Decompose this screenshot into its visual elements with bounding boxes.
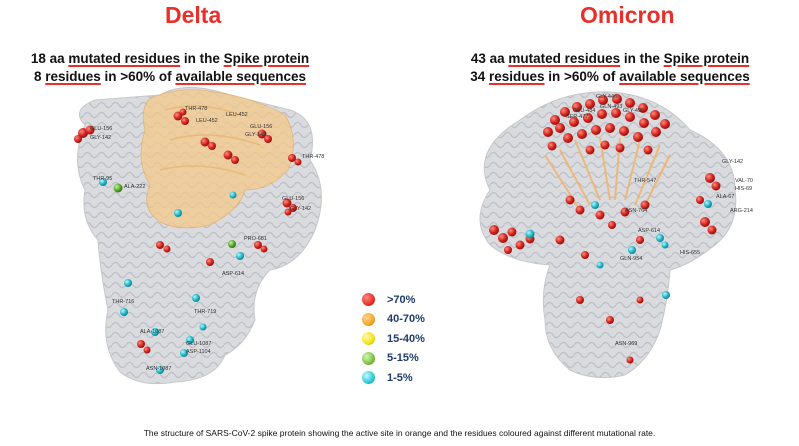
omicron-label: GLU-484 <box>573 108 595 114</box>
omicron-subtitle: 43 aa mutated residues in the Spike prot… <box>440 50 780 86</box>
delta-label: THR-716 <box>112 299 134 305</box>
omicron-residue-labels: GLY-446 GLN-493 GLU-484 GLY-496 SER-477 … <box>566 94 753 347</box>
legend-item: 40-70% <box>362 310 425 330</box>
delta-subtitle: 18 aa mutated residues in the Spike prot… <box>15 50 325 86</box>
delta-label: ALA-222 <box>124 184 145 190</box>
omicron-label: GLY-446 <box>596 94 617 100</box>
delta-residues <box>74 108 302 374</box>
delta-label: THR-719 <box>194 309 216 315</box>
omicron-label: HIS-655 <box>680 250 700 256</box>
delta-label: ASN-1087 <box>146 366 171 372</box>
omicron-residues <box>489 94 721 364</box>
omicron-title: Omicron <box>580 2 675 28</box>
delta-label: GLU-156 <box>90 126 112 132</box>
delta-label: ALA-1087 <box>140 329 164 335</box>
legend-item: 1-5% <box>362 368 425 388</box>
omicron-label: SER-477 <box>566 114 588 120</box>
omicron-spike-structure <box>479 91 737 379</box>
legend-swatch <box>362 293 375 307</box>
omicron-label: GLN-493 <box>600 104 622 110</box>
omicron-label: ARG-214 <box>730 208 753 214</box>
omicron-label: ASN-969 <box>615 341 637 347</box>
legend-item: >70% <box>362 290 425 310</box>
mutation-rate-legend: >70% 40-70% 15-40% 5-15% 1-5% <box>362 290 425 388</box>
omicron-label: HIS-69 <box>735 186 752 192</box>
legend-label: 15-40% <box>387 332 425 345</box>
delta-label: GLY-142 <box>245 132 266 138</box>
omicron-label: GLY-496 <box>623 108 644 114</box>
legend-swatch <box>362 332 375 346</box>
delta-label: GLU-1087 <box>186 341 211 347</box>
omicron-subtitle-line2: 34 residues in >60% of available sequenc… <box>470 69 750 84</box>
omicron-label: ALA-67 <box>716 194 734 200</box>
legend-swatch <box>362 371 375 385</box>
legend-label: 1-5% <box>387 371 413 384</box>
delta-label: THR-478 <box>185 106 207 112</box>
legend-item: 5-15% <box>362 349 425 369</box>
delta-spike-structure <box>77 87 322 385</box>
delta-label: ASP-1104 <box>186 349 211 355</box>
delta-residue-labels: THR-478 LEU-452 GLU-156 LEU-452 GLY-142 … <box>90 106 324 372</box>
omicron-subtitle-line1: 43 aa mutated residues in the Spike prot… <box>470 51 750 66</box>
legend-label: 5-15% <box>387 352 419 365</box>
legend-swatch <box>362 312 375 326</box>
delta-label: THR-478 <box>302 154 324 160</box>
omicron-label: GLN-954 <box>620 256 642 262</box>
legend-swatch <box>362 351 375 365</box>
delta-label: LEU-452 <box>196 118 218 124</box>
delta-title: Delta <box>165 2 222 28</box>
delta-label: PRO-681 <box>244 236 267 242</box>
legend-label: 40-70% <box>387 313 425 326</box>
legend-item: 15-40% <box>362 329 425 349</box>
omicron-label: THR-547 <box>634 178 656 184</box>
figure-caption: The structure of SARS-CoV-2 spike protei… <box>143 428 656 438</box>
delta-label: LEU-452 <box>226 112 248 118</box>
delta-label: GLY-142 <box>290 206 311 212</box>
delta-label: ASP-614 <box>222 271 244 277</box>
delta-subtitle-line2: 8 residues in >60% of available sequence… <box>33 69 307 84</box>
omicron-label: ASN-764 <box>625 208 647 214</box>
legend-label: >70% <box>387 293 416 306</box>
omicron-label: ASP-614 <box>638 228 660 234</box>
delta-subtitle-line1: 18 aa mutated residues in the Spike prot… <box>30 51 310 66</box>
omicron-label: GLY-142 <box>722 159 743 165</box>
delta-label: THR-95 <box>93 176 112 182</box>
delta-label: GLU-156 <box>282 196 304 202</box>
delta-label: GLY-142 <box>90 135 111 141</box>
omicron-label: VAL-70 <box>735 178 753 184</box>
delta-label: GLU-156 <box>250 124 272 130</box>
